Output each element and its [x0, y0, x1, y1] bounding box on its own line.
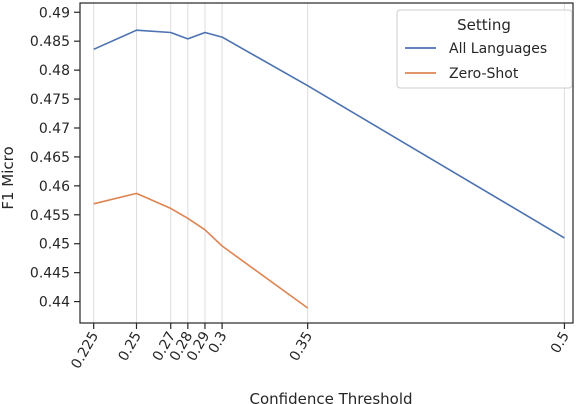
y-tick-label-9: 0.485: [30, 34, 70, 50]
y-tick-label-2: 0.45: [39, 237, 70, 253]
y-axis-label: F1 Micro: [0, 146, 17, 209]
y-tick-label-1: 0.445: [30, 266, 70, 282]
y-tick-label-10: 0.49: [39, 5, 70, 21]
legend: Setting All Languages Zero-Shot: [396, 9, 573, 89]
x-tick-label-0: 0.225: [68, 329, 102, 372]
y-tick-label-6: 0.47: [39, 121, 70, 137]
legend-label-1: Zero-Shot: [449, 66, 519, 82]
x-axis-label: Confidence Threshold: [249, 390, 412, 404]
y-tick-label-8: 0.48: [39, 63, 70, 79]
x-tick-label-7: 0.5: [548, 329, 573, 356]
legend-label-0: All Languages: [449, 41, 547, 57]
plot-frame: [79, 2, 574, 324]
y-tick-label-5: 0.465: [30, 150, 70, 166]
series-line-all-languages: [93, 29, 565, 239]
y-tick-label-0: 0.44: [39, 295, 70, 311]
series-lines: [93, 29, 565, 309]
legend-title: Setting: [457, 16, 511, 34]
series-line-zero-shot: [93, 192, 309, 309]
x-tick-label-5: 0.3: [206, 329, 231, 356]
x-tick-label-1: 0.25: [116, 329, 145, 364]
x-axis-ticks: 0.225 0.25 0.270.280.290.3 0.35 0.5: [68, 323, 573, 372]
legend-box: [396, 9, 573, 89]
y-tick-label-3: 0.455: [30, 208, 70, 224]
y-axis-ticks: 0.44 0.445 0.45 0.455 0.46 0.465 0.47 0.475 0.48…: [30, 5, 80, 311]
y-tick-label-4: 0.46: [39, 179, 70, 195]
y-tick-label-7: 0.475: [30, 92, 70, 108]
x-tick-label-6: 0.35: [287, 329, 316, 364]
x-gridlines: [93, 3, 565, 323]
